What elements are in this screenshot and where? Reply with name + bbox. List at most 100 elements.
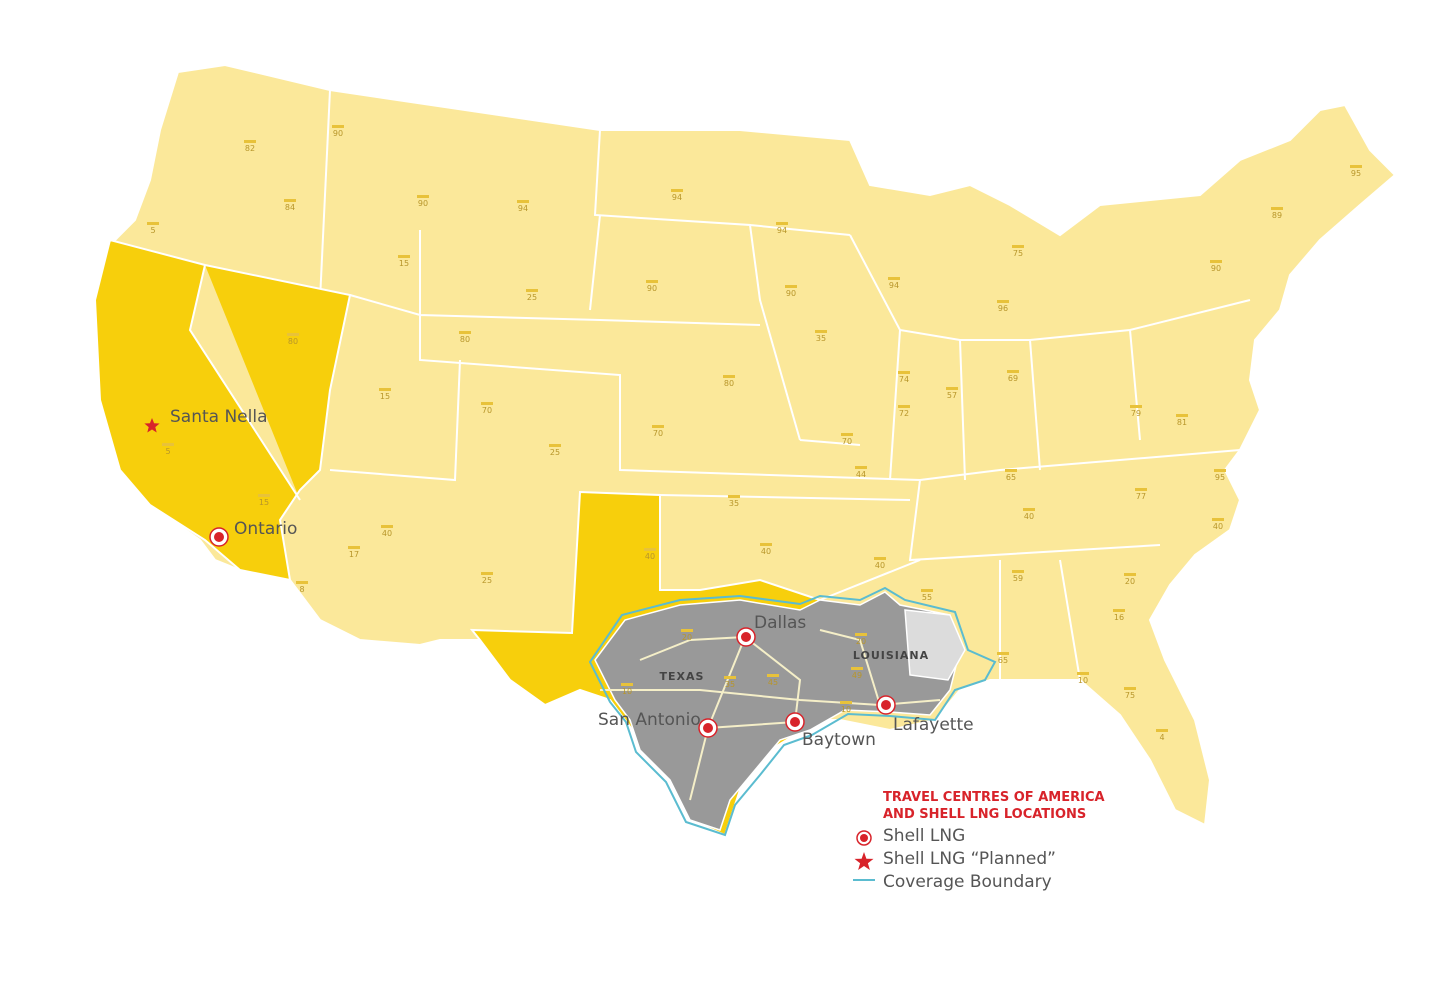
shield-icon: [459, 331, 471, 334]
legend-item: Shell LNG “Planned”: [883, 849, 1056, 869]
shield-icon: [1214, 469, 1226, 472]
shield-icon: [287, 333, 299, 336]
legend-symbol: [854, 852, 874, 870]
interstate-number: 80: [288, 337, 298, 346]
legend-title: TRAVEL CENTRES OF AMERICA: [883, 790, 1105, 805]
shield-icon: [776, 222, 788, 225]
shield-icon: [258, 494, 270, 497]
shield-icon: [646, 280, 658, 283]
interstate-number: 90: [1211, 264, 1221, 273]
shield-icon: [398, 255, 410, 258]
legend: TRAVEL CENTRES OF AMERICA AND SHELL LNG …: [853, 790, 1105, 892]
coverage-area: [594, 591, 961, 831]
interstate-number: 57: [947, 391, 957, 400]
interstate-number: 25: [482, 576, 492, 585]
interstate-number: 74: [899, 375, 909, 384]
lng-marker: [790, 717, 800, 727]
interstate-number: 70: [653, 429, 663, 438]
shield-icon: [841, 433, 853, 436]
shield-icon: [1176, 414, 1188, 417]
interstate-number: 94: [518, 204, 528, 213]
interstate-number: 81: [1177, 418, 1187, 427]
interstate-number: 49: [852, 671, 862, 680]
shield-icon: [1113, 609, 1125, 612]
interstate-number: 72: [899, 409, 909, 418]
interstate-number: 40: [645, 552, 655, 561]
shield-icon: [874, 557, 886, 560]
interstate-number: 82: [245, 144, 255, 153]
interstate-number: 75: [1125, 691, 1135, 700]
shield-icon: [997, 300, 1009, 303]
shield-icon: [671, 189, 683, 192]
interstate-number: 89: [1272, 211, 1282, 220]
shield-icon: [840, 701, 852, 704]
mississippi-area: [904, 609, 966, 681]
interstate-number: 40: [761, 547, 771, 556]
interstate-number: 80: [724, 379, 734, 388]
shield-icon: [284, 199, 296, 202]
interstate-number: 95: [1215, 473, 1225, 482]
interstate-number: 40: [875, 561, 885, 570]
interstate-number: 94: [777, 226, 787, 235]
interstate-number: 95: [1351, 169, 1361, 178]
shield-icon: [1124, 573, 1136, 576]
shield-icon: [644, 548, 656, 551]
shield-icon: [997, 652, 1009, 655]
california-nevada: [93, 238, 352, 582]
planned-marker: [144, 418, 160, 433]
shield-icon: [946, 387, 958, 390]
interstate-number: 20: [856, 637, 866, 646]
shield-icon: [517, 200, 529, 203]
interstate-number: 94: [672, 193, 682, 202]
interstate-number: 40: [1024, 512, 1034, 521]
shield-icon: [549, 444, 561, 447]
shield-icon: [728, 495, 740, 498]
location-label: Dallas: [754, 613, 806, 633]
interstate-number: 8: [299, 585, 304, 594]
region-label: TEXAS: [660, 670, 705, 683]
interstate-number: 70: [482, 406, 492, 415]
shield-icon: [652, 425, 664, 428]
lng-marker: [703, 723, 713, 733]
legend-symbol: [860, 834, 868, 842]
location-markers: Santa Nella Ontario Dallas San Antonio Bayto…: [144, 407, 974, 750]
shield-icon: [888, 277, 900, 280]
interstate-number: 75: [1013, 249, 1023, 258]
shield-icon: [348, 546, 360, 549]
interstate-number: 84: [285, 203, 295, 212]
shield-icon: [621, 683, 633, 686]
shield-icon: [767, 674, 779, 677]
shield-icon: [1156, 729, 1168, 732]
interstate-number: 90: [333, 129, 343, 138]
shield-icon: [526, 289, 538, 292]
shield-icon: [1012, 570, 1024, 573]
shield-icon: [898, 405, 910, 408]
interstate-number: 20: [682, 633, 692, 642]
shield-icon: [724, 676, 736, 679]
interstate-number: 35: [725, 680, 735, 689]
lng-marker: [881, 700, 891, 710]
shield-icon: [921, 589, 933, 592]
interstate-number: 96: [998, 304, 1008, 313]
shield-icon: [1210, 260, 1222, 263]
shield-icon: [1350, 165, 1362, 168]
interstate-number: 20: [1125, 577, 1135, 586]
shield-icon: [1271, 207, 1283, 210]
shield-icon: [1124, 687, 1136, 690]
shield-icon: [1212, 518, 1224, 521]
lng-marker: [741, 632, 751, 642]
interstate-number: 90: [647, 284, 657, 293]
interstate-number: 79: [1131, 409, 1141, 418]
interstate-number: 90: [786, 289, 796, 298]
shield-icon: [898, 371, 910, 374]
shield-icon: [851, 667, 863, 670]
location-label: Ontario: [234, 519, 297, 539]
coverage-boundary: [588, 586, 997, 837]
shield-icon: [381, 525, 393, 528]
interstate-number: 25: [527, 293, 537, 302]
shield-icon: [1012, 245, 1024, 248]
interstate-number: 15: [380, 392, 390, 401]
legend-item: Coverage Boundary: [883, 872, 1052, 892]
location-label: Santa Nella: [170, 407, 268, 427]
